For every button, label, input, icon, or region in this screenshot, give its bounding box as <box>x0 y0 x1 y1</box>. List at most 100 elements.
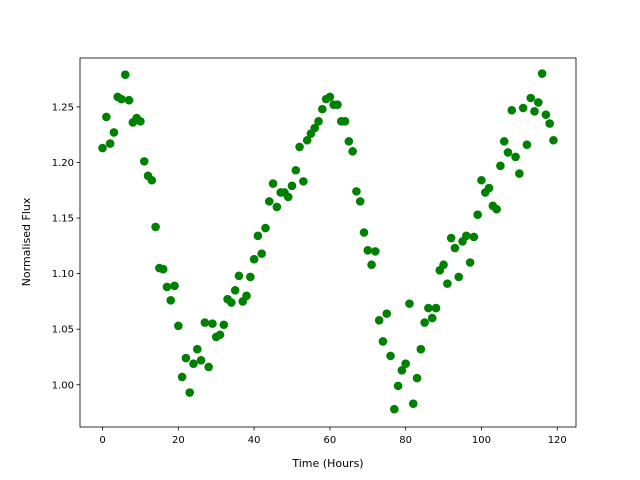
point <box>382 309 392 318</box>
point <box>348 147 357 156</box>
x-tick-label: 60 <box>324 435 337 446</box>
point <box>192 344 202 354</box>
y-tick-label: 1.25 <box>52 102 74 113</box>
point <box>344 137 354 146</box>
point <box>412 373 422 383</box>
point <box>386 351 395 361</box>
x-tick-label: 0 <box>99 435 105 446</box>
point <box>272 202 282 212</box>
point <box>310 123 320 133</box>
point <box>462 231 471 241</box>
point <box>257 249 266 258</box>
point <box>208 319 217 328</box>
point <box>219 320 229 330</box>
y-axis-label: Normalised Flux <box>20 197 33 286</box>
point <box>363 245 373 255</box>
point <box>185 388 194 397</box>
point <box>177 372 187 382</box>
point <box>545 119 554 128</box>
point <box>408 399 418 408</box>
point <box>492 204 501 214</box>
point <box>503 148 513 157</box>
point <box>424 303 433 313</box>
point <box>359 228 369 237</box>
y-tick-label: 1.10 <box>52 269 74 280</box>
point <box>526 93 536 103</box>
point <box>234 271 244 281</box>
point <box>401 359 410 368</box>
point <box>397 366 407 375</box>
x-tick-label: 80 <box>399 435 412 446</box>
point <box>499 137 509 146</box>
point <box>541 110 551 119</box>
point <box>139 157 149 166</box>
point <box>511 152 520 162</box>
point <box>420 318 429 327</box>
point <box>204 362 213 372</box>
point <box>367 260 376 270</box>
point <box>530 107 539 116</box>
point <box>484 183 494 193</box>
point <box>405 299 414 308</box>
point <box>518 103 528 113</box>
point <box>549 135 558 145</box>
x-tick-label: 120 <box>548 435 567 446</box>
point <box>109 128 119 137</box>
point <box>477 175 486 185</box>
point <box>291 165 301 175</box>
point <box>242 291 251 301</box>
point <box>200 318 210 327</box>
point <box>174 321 183 331</box>
point <box>378 337 388 346</box>
point <box>333 100 342 109</box>
point <box>287 181 297 191</box>
point <box>124 95 134 105</box>
x-tick-label: 100 <box>472 435 491 446</box>
point <box>340 117 350 126</box>
point <box>314 117 323 126</box>
point <box>352 187 361 196</box>
point <box>120 70 130 79</box>
point <box>427 313 437 323</box>
point <box>189 359 198 368</box>
point <box>249 254 259 264</box>
point <box>98 143 107 153</box>
point <box>136 117 145 126</box>
point <box>230 285 240 295</box>
point <box>454 272 464 282</box>
point <box>181 353 191 363</box>
point <box>416 344 426 354</box>
point <box>355 197 365 206</box>
point <box>295 142 304 152</box>
point <box>147 175 157 185</box>
x-axis-label: Time (Hours) <box>291 457 363 470</box>
point <box>533 98 543 107</box>
point <box>371 247 380 256</box>
x-tick-label: 20 <box>172 435 185 446</box>
point <box>299 177 308 186</box>
point <box>393 381 403 391</box>
y-tick-label: 1.00 <box>52 380 74 391</box>
y-tick-label: 1.05 <box>52 325 74 336</box>
point <box>431 303 441 313</box>
point <box>318 104 327 114</box>
point <box>507 105 517 115</box>
point <box>443 279 452 288</box>
point <box>390 404 399 414</box>
point <box>268 179 278 188</box>
point <box>151 222 160 232</box>
point <box>473 210 482 220</box>
point <box>283 192 293 202</box>
point <box>170 281 179 291</box>
point <box>469 232 479 242</box>
point <box>264 197 274 206</box>
point <box>117 94 126 104</box>
point <box>465 258 475 267</box>
point <box>253 231 263 241</box>
point <box>374 316 384 325</box>
point <box>158 264 168 274</box>
point <box>261 223 270 233</box>
